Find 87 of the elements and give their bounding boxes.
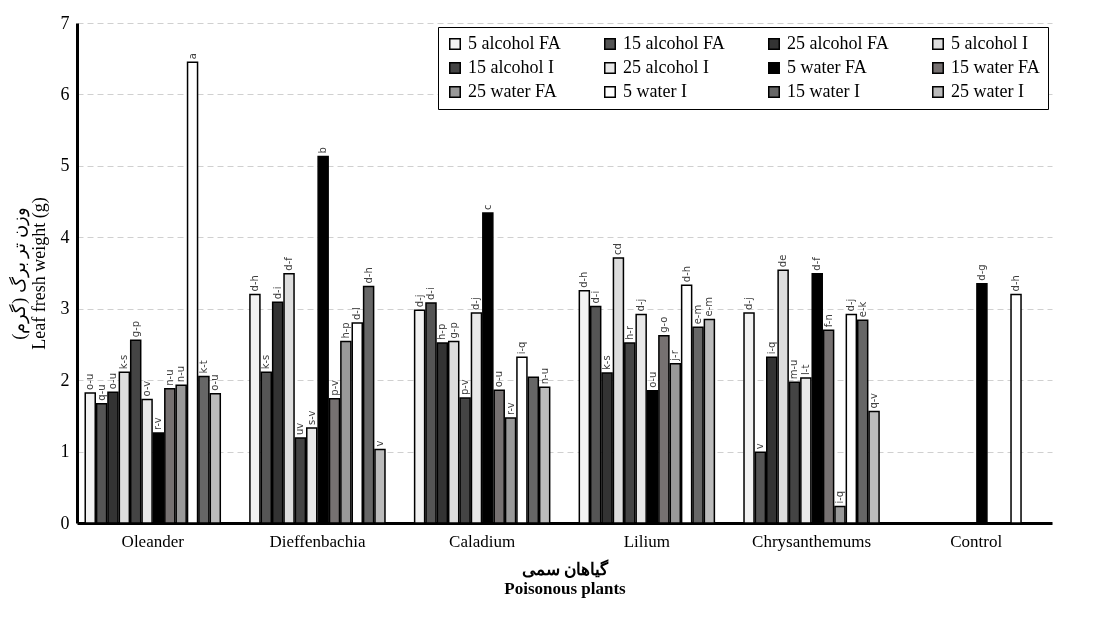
data-label: h-p — [339, 322, 351, 339]
data-label: h-p — [436, 323, 448, 340]
data-label: d-h — [1010, 275, 1022, 292]
data-label: l-t — [799, 364, 811, 375]
data-label: d-i — [589, 290, 601, 304]
y-tick-label: 2 — [60, 369, 70, 390]
data-label: e-k — [856, 301, 868, 318]
legend-label: 15 water I — [787, 81, 860, 101]
data-label: d-h — [248, 275, 260, 292]
data-label: d-j — [845, 298, 857, 312]
data-label: d-h — [362, 267, 374, 284]
data-label: o-u — [209, 374, 221, 391]
data-label: a — [186, 53, 198, 60]
data-label: o-v — [141, 380, 153, 397]
data-label: r-v — [504, 402, 516, 415]
data-label: p-v — [328, 380, 340, 396]
legend-label: 25 water I — [951, 81, 1024, 101]
x-tick-label: Lilium — [623, 531, 670, 551]
data-label: r-v — [152, 417, 164, 430]
legend-label: 5 alcohol I — [951, 33, 1028, 53]
data-label: cd — [612, 243, 624, 255]
data-label: d-i — [271, 286, 283, 300]
y-tick-label: 4 — [60, 226, 70, 247]
data-label: m-u — [788, 359, 800, 380]
data-label: d-j — [743, 297, 755, 310]
data-label: g-o — [657, 316, 669, 333]
data-label: k-s — [260, 354, 272, 370]
legend-label: 5 alcohol FA — [468, 33, 561, 53]
data-label: g-p — [129, 320, 141, 338]
data-label: o-u — [106, 373, 118, 390]
data-label: d-j — [470, 297, 482, 310]
data-label: d-i — [425, 287, 436, 300]
data-label: p-v — [459, 379, 471, 395]
data-label: uv — [294, 422, 306, 435]
y-tick-label: 7 — [60, 12, 70, 33]
data-label: i-q — [515, 341, 527, 355]
data-label: v — [754, 443, 766, 450]
data-label: v — [373, 440, 385, 447]
data-label: n-u — [163, 369, 175, 386]
x-tick-label: Dieffenbachia — [269, 531, 366, 551]
data-label: k-t — [197, 360, 209, 374]
data-label: i-q — [833, 490, 845, 504]
data-label: o-u — [646, 371, 658, 388]
data-label: e-m — [703, 296, 715, 317]
y-tick-label: 1 — [60, 441, 70, 462]
data-label: d-h — [680, 265, 692, 283]
legend-label: 25 alcohol I — [623, 57, 709, 77]
data-label: k-s — [601, 355, 613, 370]
data-label: q-u — [95, 384, 107, 401]
y-tick-label: 6 — [60, 83, 70, 104]
legend-label: 15 alcohol FA — [623, 33, 725, 53]
data-label: d-l — [351, 307, 363, 320]
data-label: h-r — [623, 325, 635, 340]
data-label: q-v — [868, 392, 880, 409]
data-label: d-j — [635, 298, 647, 312]
data-label: d-j — [413, 294, 425, 308]
legend-label: 25 water FA — [468, 81, 557, 101]
data-label: d-f — [283, 256, 295, 271]
data-label: c — [481, 204, 493, 210]
data-label: k-s — [118, 354, 130, 370]
data-label: de — [777, 254, 789, 268]
legend-label: 5 water FA — [787, 57, 867, 77]
data-label: n-u — [175, 365, 187, 383]
y-tick-label: 5 — [60, 155, 70, 176]
data-label: n-u — [538, 367, 550, 385]
x-tick-label: Control — [950, 531, 1003, 551]
data-label: d-h — [578, 271, 590, 288]
x-tick-label: Oleander — [121, 531, 185, 551]
data-label: s-v — [305, 410, 317, 425]
legend-label: 15 alcohol I — [468, 57, 554, 77]
legend-label: 5 water I — [623, 81, 687, 101]
legend-label: 25 alcohol FA — [787, 33, 889, 53]
y-tick-label: 0 — [60, 512, 70, 533]
data-label: o-u — [84, 373, 96, 390]
data-label: g-p — [447, 322, 459, 339]
data-label: o-u — [493, 370, 505, 388]
y-tick-label: 3 — [60, 298, 70, 319]
data-label: d-g — [975, 264, 987, 281]
data-label: f-n — [822, 314, 834, 328]
x-tick-label: Caladium — [449, 531, 516, 551]
data-label: d-f — [811, 256, 823, 271]
data-label: b — [317, 147, 329, 154]
data-label: i-q — [765, 341, 777, 355]
legend-label: 15 water FA — [951, 57, 1040, 77]
x-tick-label: Chrysanthemums — [752, 531, 872, 551]
data-label: e-m — [692, 304, 703, 325]
data-label: j-r — [669, 349, 681, 362]
